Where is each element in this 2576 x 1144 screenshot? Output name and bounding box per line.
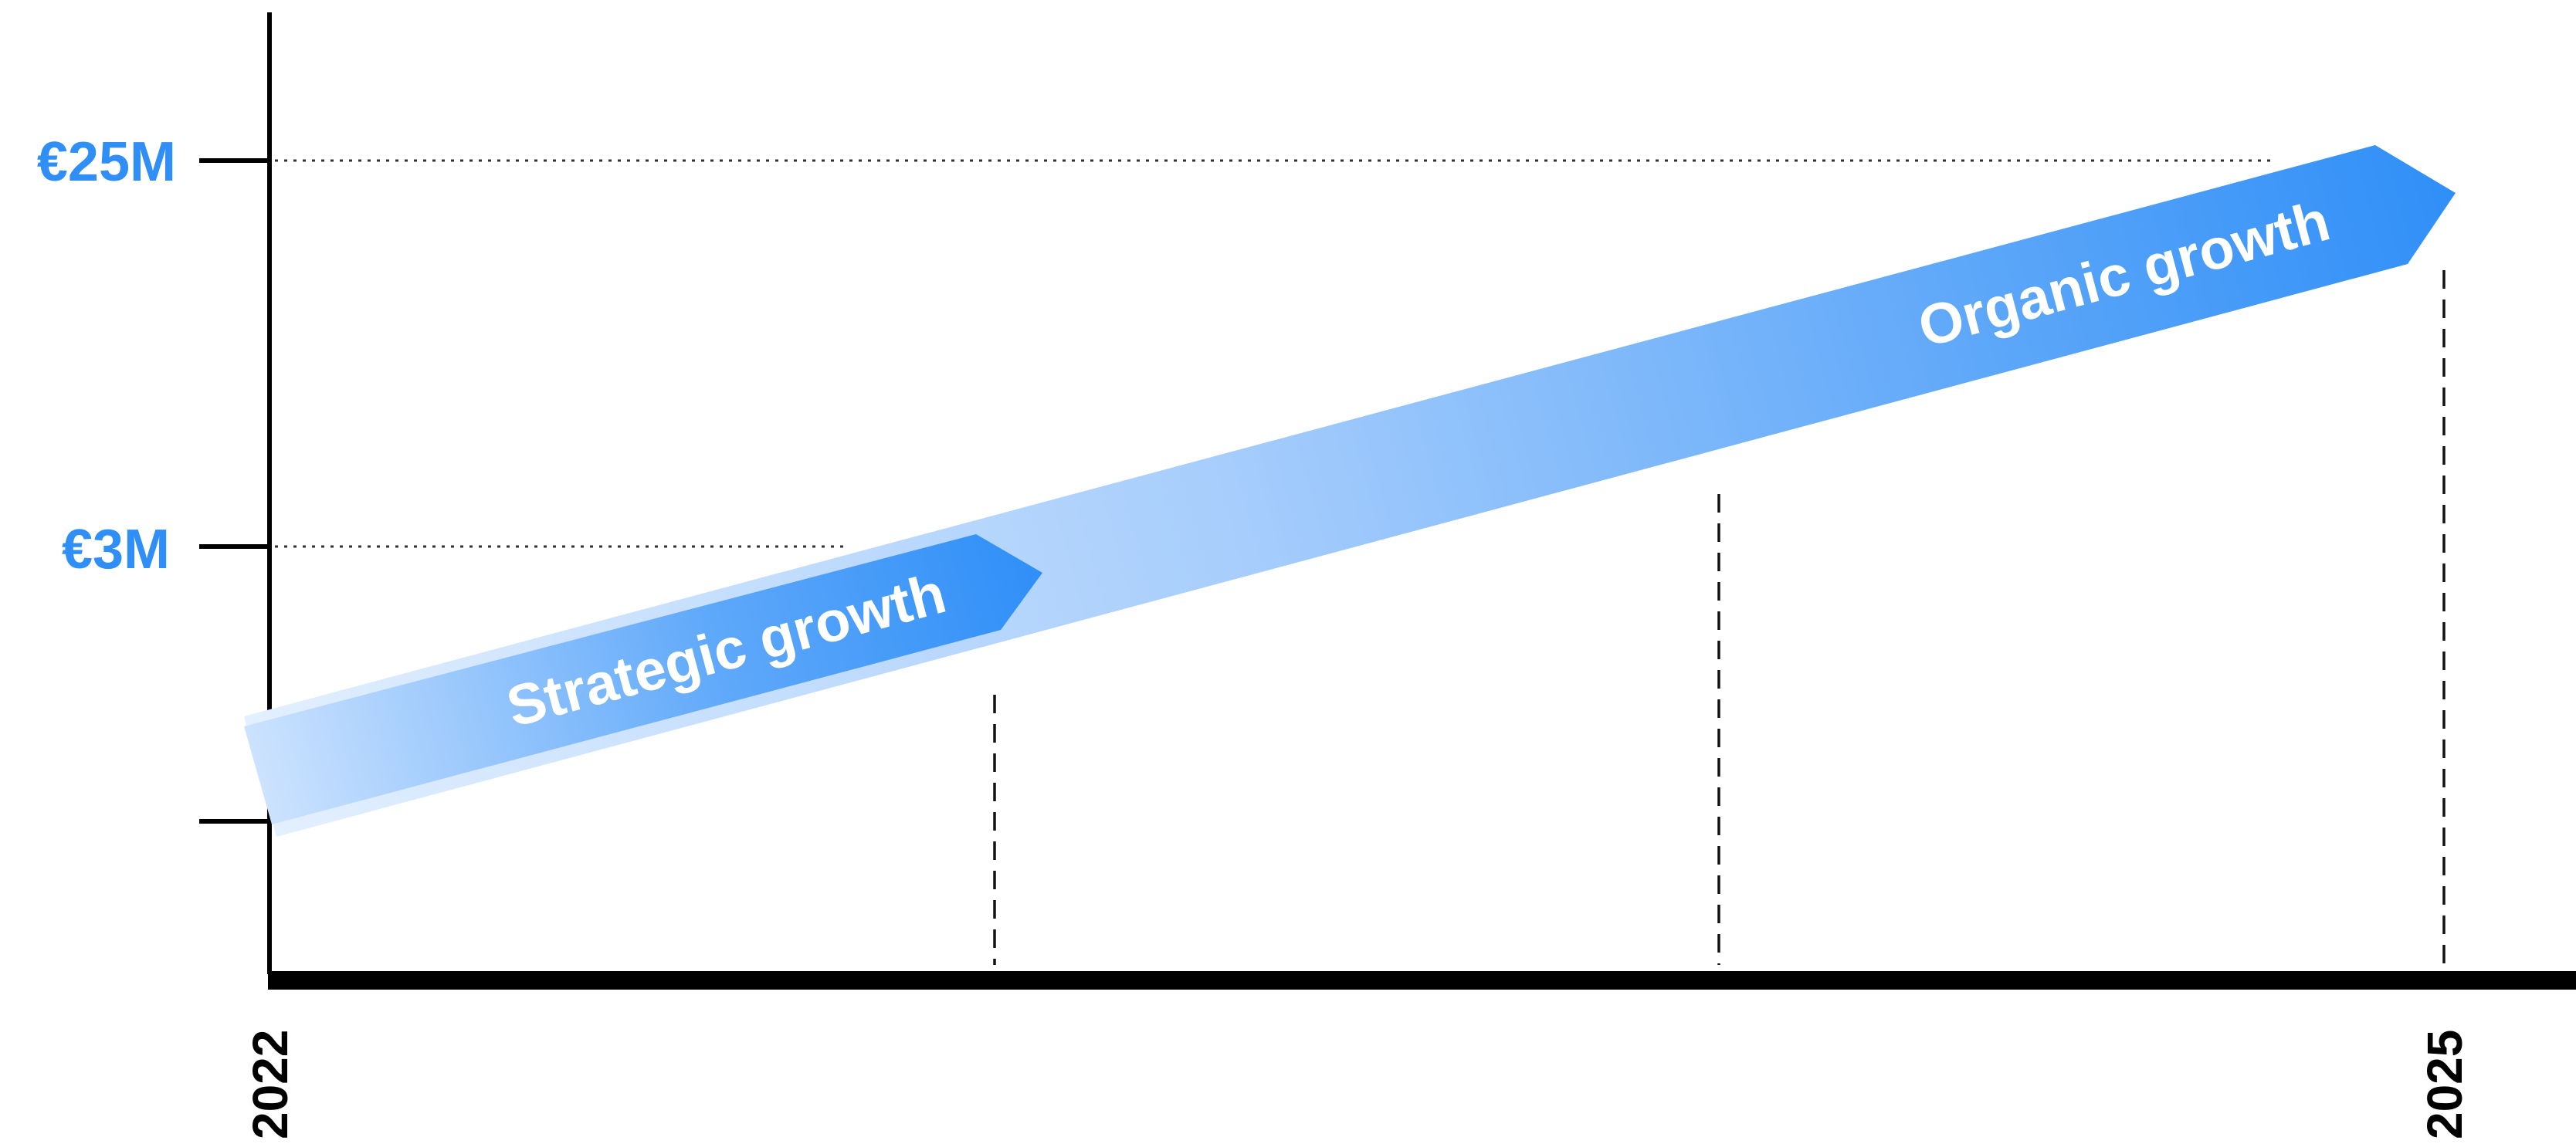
x-axis-line [268,971,2576,990]
strategic-growth-arrow [244,534,1042,824]
x-label-2022: 2022 [242,1030,298,1139]
x-label-2025: 2025 [2417,1030,2473,1139]
y-label-25m: €25M [37,131,176,193]
y-label-3m: €3M [62,519,170,580]
